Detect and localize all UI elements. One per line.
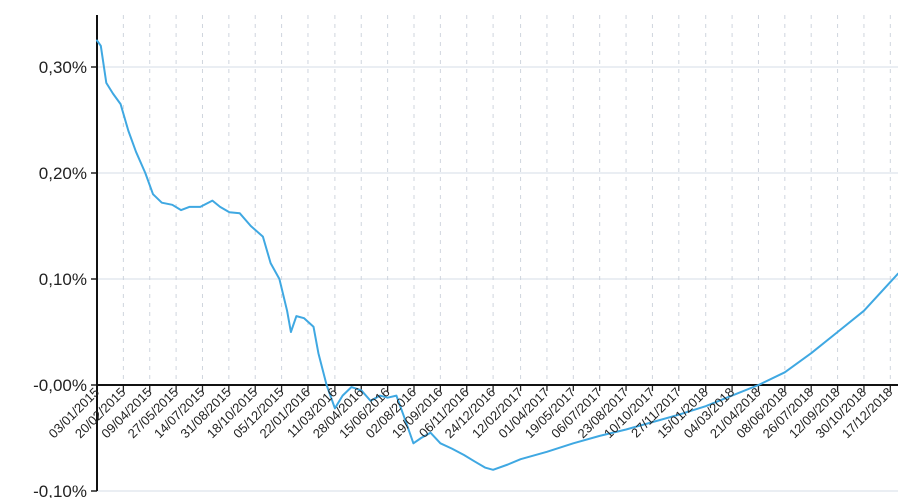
series-line bbox=[96, 39, 898, 471]
y-tick-label: 0,30% bbox=[39, 58, 87, 77]
x-tick-labels: 03/01/201520/02/201509/04/201527/05/2015… bbox=[45, 385, 895, 442]
axes bbox=[91, 15, 898, 492]
y-tick-label: -0,00% bbox=[33, 376, 87, 395]
y-tick-labels: 0,30% 0,20% 0,10% -0,00% -0,10% bbox=[33, 58, 87, 498]
series-lines bbox=[96, 39, 898, 471]
y-tick-label: 0,20% bbox=[39, 164, 87, 183]
y-tick-label: 0,10% bbox=[39, 270, 87, 289]
grid-lines bbox=[96, 15, 898, 492]
y-tick-label: -0,10% bbox=[33, 482, 87, 498]
